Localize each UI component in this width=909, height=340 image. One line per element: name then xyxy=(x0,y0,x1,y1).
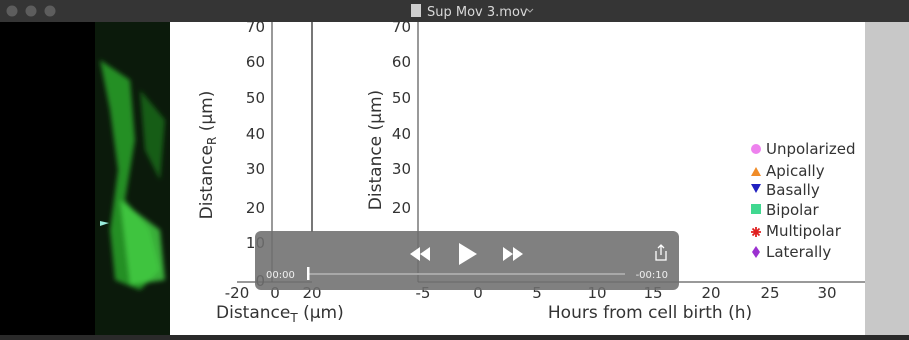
legend-label: Laterally xyxy=(766,243,831,261)
legend-symbol xyxy=(751,227,761,237)
legend-label: Bipolar xyxy=(766,201,820,219)
legend-label: Multipolar xyxy=(766,222,842,240)
x-tick-label: 20 xyxy=(701,284,720,302)
file-icon xyxy=(411,4,421,17)
x-tick-label: -20 xyxy=(225,284,250,302)
x-tick-label: 30 xyxy=(817,284,836,302)
y-tick-label: 20 xyxy=(246,199,265,217)
left-y-label: DistanceR (µm) xyxy=(197,91,219,220)
playhead[interactable] xyxy=(307,267,310,280)
y-tick-label: 20 xyxy=(392,199,411,217)
minimize-button[interactable] xyxy=(26,6,37,17)
y-tick-label: 30 xyxy=(392,160,411,178)
y-tick-label: 70 xyxy=(392,18,411,36)
legend-label: Basally xyxy=(766,181,820,199)
remaining-time: -00:10 xyxy=(636,270,668,281)
y-tick-label: 50 xyxy=(246,89,265,107)
y-tick-label: 40 xyxy=(246,125,265,143)
y-tick-label: 60 xyxy=(246,53,265,71)
x-tick-label: 25 xyxy=(760,284,779,302)
left-x-label: DistanceT (µm) xyxy=(216,303,344,325)
legend-symbol xyxy=(751,144,761,154)
legend-label: Unpolarized xyxy=(766,140,856,158)
right-y-label: Distance (µm) xyxy=(366,90,386,210)
y-tick-label: 30 xyxy=(246,160,265,178)
y-tick-label: 60 xyxy=(392,53,411,71)
close-button[interactable] xyxy=(7,6,18,17)
right-x-label: Hours from cell birth (h) xyxy=(548,303,752,323)
y-tick-label: 40 xyxy=(392,125,411,143)
legend-label: Apically xyxy=(766,162,825,180)
screen: Sup Mov 3.mov 70 60 50 40 30 20 10 0 -20… xyxy=(0,0,909,335)
legend-symbol xyxy=(751,204,761,214)
panel-divider xyxy=(311,22,313,232)
window-title[interactable]: Sup Mov 3.mov xyxy=(427,5,528,20)
page: Sup Mov 3.mov 70 60 50 40 30 20 10 0 -20… xyxy=(0,0,909,335)
y-tick-label: 50 xyxy=(392,89,411,107)
zoom-button[interactable] xyxy=(45,6,56,17)
figure-margin xyxy=(865,22,909,335)
y-tick-label: 70 xyxy=(246,18,265,36)
elapsed-time: 00:00 xyxy=(266,270,295,281)
player-controls xyxy=(255,231,679,290)
